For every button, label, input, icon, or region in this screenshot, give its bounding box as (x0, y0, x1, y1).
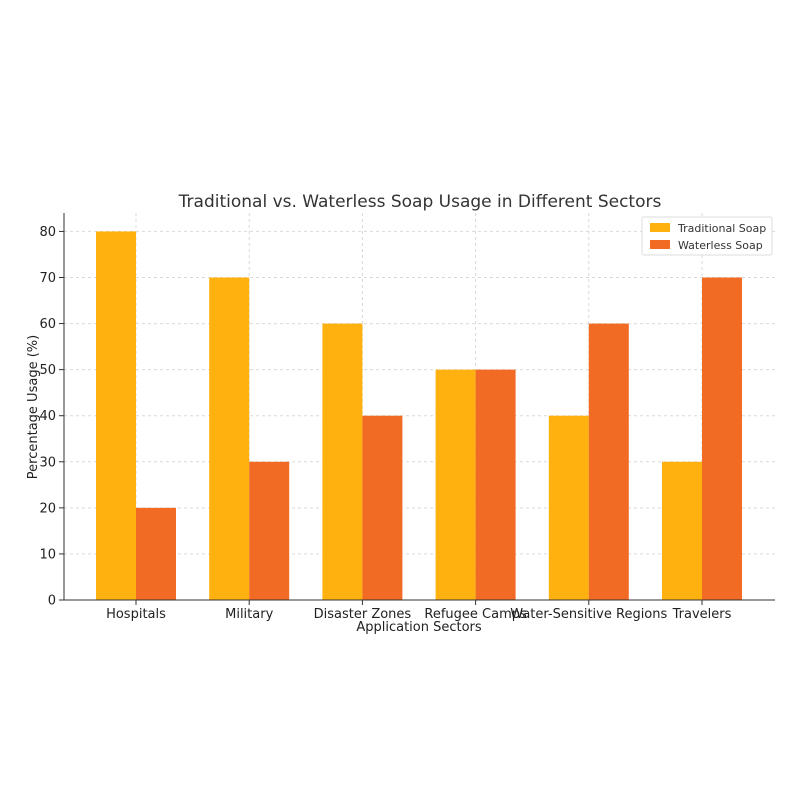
bar-waterless-soap-military (249, 461, 290, 600)
y-tick-label: 60 (39, 317, 56, 332)
bar-waterless-soap-hospitals (136, 507, 176, 600)
y-tick-label: 10 (39, 547, 56, 562)
bar-waterless-soap-refugee-camps (475, 369, 516, 600)
bar-waterless-soap-travelers (702, 277, 742, 600)
x-tick-label-water-sensitive-regions: Water-Sensitive Regions (510, 607, 667, 622)
legend-box (641, 216, 773, 256)
x-tick-label-travelers: Travelers (672, 607, 732, 622)
x-tick-label-refugee-camps: Refugee Camps (424, 607, 527, 622)
x-tick-label-hospitals: Hospitals (106, 607, 166, 622)
bar-traditional-soap-hospitals (96, 231, 136, 600)
y-tick-label: 20 (39, 501, 56, 516)
y-tick-label: 70 (39, 271, 56, 286)
y-tick-label: 0 (48, 594, 56, 609)
y-axis-label: Percentage Usage (%) (26, 335, 41, 479)
chart-title: Traditional vs. Waterless Soap Usage in … (178, 192, 662, 212)
y-ticks: 0 10 20 30 40 50 60 70 80 (39, 225, 64, 609)
bars (96, 231, 742, 600)
x-axis-label: Application Sectors (356, 620, 482, 635)
legend: Traditional Soap Waterless Soap (641, 216, 773, 256)
legend-label-waterless-soap: Waterless Soap (678, 239, 763, 252)
legend-label-traditional-soap: Traditional Soap (677, 222, 766, 235)
bar-traditional-soap-refugee-camps (435, 369, 476, 600)
bar-traditional-soap-military (209, 277, 250, 600)
bar-waterless-soap-disaster-zones (362, 415, 403, 600)
y-tick-label: 30 (39, 455, 56, 470)
bar-waterless-soap-water-sensitive-regions (588, 323, 629, 600)
bar-traditional-soap-disaster-zones (322, 323, 363, 600)
x-tick-label-disaster-zones: Disaster Zones (314, 607, 412, 622)
x-ticks: Hospitals Military Disaster Zones Refugee C… (106, 600, 732, 622)
bar-traditional-soap-water-sensitive-regions (548, 415, 589, 600)
y-tick-label: 40 (39, 409, 56, 424)
y-tick-label: 80 (39, 225, 56, 240)
legend-swatch-waterless-soap (650, 240, 670, 249)
x-tick-label-military: Military (225, 607, 273, 622)
legend-swatch-traditional-soap (650, 223, 670, 232)
bar-traditional-soap-travelers (662, 461, 702, 600)
y-tick-label: 50 (39, 363, 56, 378)
